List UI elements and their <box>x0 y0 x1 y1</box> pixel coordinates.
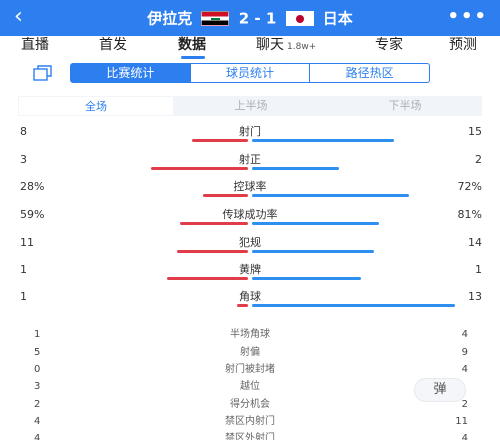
stat-name: 得分机会 <box>230 399 270 410</box>
stat-name: 犯规 <box>239 236 261 249</box>
stats-subtabs: 比赛统计 球员统计 路径热区 <box>70 63 430 83</box>
chevron-left-icon[interactable]: ‹ <box>14 4 23 29</box>
away-bar <box>252 139 394 142</box>
stat-name: 半场角球 <box>230 329 270 340</box>
away-value: 11 <box>455 416 468 427</box>
subtab-match-stats[interactable]: 比赛统计 <box>71 64 191 82</box>
away-value: 4 <box>461 433 468 440</box>
home-value: 0 <box>34 364 41 375</box>
stat-name: 角球 <box>239 290 261 303</box>
main-tabs: 直播 首发 数据 聊天 1.8w+ 专家 预测 <box>0 36 500 59</box>
away-team-name: 日本 <box>322 9 353 28</box>
match-header: ‹ 伊拉克 2 - 1 日本 ••• <box>0 0 500 36</box>
period-first-half[interactable]: 上半场 <box>234 99 268 112</box>
stat-row: 11 犯规 14 <box>0 236 500 262</box>
stat-row: 1 角球 13 <box>0 290 500 316</box>
stat-name: 射偏 <box>240 347 260 358</box>
home-value: 4 <box>34 433 41 440</box>
away-bar <box>252 222 379 225</box>
away-value: 9 <box>461 347 468 358</box>
home-value: 3 <box>20 153 27 166</box>
simple-stat-row: 2 得分机会 2 <box>0 397 500 413</box>
tab-predict[interactable]: 预测 <box>449 37 477 53</box>
home-bar <box>203 194 248 197</box>
stat-name: 禁区内射门 <box>225 416 275 427</box>
away-value: 15 <box>468 125 482 138</box>
chat-count-badge: 1.8w+ <box>287 42 317 52</box>
stat-name: 控球率 <box>233 180 267 193</box>
active-tab-indicator <box>181 56 205 59</box>
stat-name: 射门 <box>239 125 261 138</box>
away-value: 81% <box>457 208 482 221</box>
away-bar <box>252 250 374 253</box>
subtab-heatmap[interactable]: 路径热区 <box>345 66 394 80</box>
period-full[interactable]: 全场 <box>19 97 173 115</box>
stat-name: 越位 <box>240 381 260 392</box>
away-value: 14 <box>468 236 482 249</box>
stat-row: 59% 传球成功率 81% <box>0 208 500 234</box>
period-second-half[interactable]: 下半场 <box>388 99 422 112</box>
away-bar <box>252 277 361 280</box>
home-value: 59% <box>20 208 45 221</box>
simple-stat-row: 0 射门被封堵 4 <box>0 362 500 378</box>
tab-chat[interactable]: 聊天 1.8w+ <box>256 37 317 53</box>
tab-experts[interactable]: 专家 <box>375 37 403 53</box>
stat-name: 传球成功率 <box>222 208 278 221</box>
tab-live[interactable]: 直播 <box>21 37 49 53</box>
more-icon[interactable]: ••• <box>447 6 488 27</box>
stat-row: 1 黄牌 1 <box>0 263 500 289</box>
tab-data[interactable]: 数据 <box>178 37 206 53</box>
home-value: 11 <box>20 236 34 249</box>
away-bar <box>252 194 409 197</box>
home-bar <box>167 277 248 280</box>
home-team-name: 伊拉克 <box>147 9 193 28</box>
subtab-player-stats[interactable]: 球员统计 <box>191 64 311 82</box>
score: 2 - 1 <box>238 9 277 28</box>
home-value: 1 <box>34 329 41 340</box>
period-tabs: 全场 上半场 下半场 <box>18 96 482 116</box>
simple-stat-row: 5 射偏 9 <box>0 345 500 361</box>
away-value: 13 <box>468 290 482 303</box>
home-bar <box>177 250 248 253</box>
stat-row: 8 射门 15 <box>0 125 500 151</box>
home-bar <box>237 304 248 307</box>
stat-name: 禁区外射门 <box>225 433 275 440</box>
simple-stat-row: 1 半场角球 4 <box>0 327 500 343</box>
stat-name: 黄牌 <box>239 263 261 276</box>
tab-lineup[interactable]: 首发 <box>99 37 127 53</box>
away-bar <box>252 167 339 170</box>
stat-name: 射正 <box>239 153 261 166</box>
away-value: 1 <box>475 263 482 276</box>
stat-name: 射门被封堵 <box>225 364 275 375</box>
scoreline: 伊拉克 2 - 1 日本 <box>0 8 500 29</box>
away-value: 2 <box>475 153 482 166</box>
japan-flag-icon <box>285 11 314 26</box>
danmaku-button[interactable]: 弹 <box>414 378 466 402</box>
home-value: 3 <box>34 381 41 392</box>
away-value: 4 <box>461 329 468 340</box>
away-value: 4 <box>461 364 468 375</box>
stat-row: 28% 控球率 72% <box>0 180 500 206</box>
home-value: 2 <box>34 399 41 410</box>
home-value: 1 <box>20 263 27 276</box>
home-value: 5 <box>34 347 41 358</box>
away-bar <box>252 304 455 307</box>
home-value: 28% <box>20 180 45 193</box>
simple-stat-row: 3 越位 <box>0 379 500 395</box>
away-value: 2 <box>461 399 468 410</box>
home-value: 1 <box>20 290 27 303</box>
simple-stat-row: 4 禁区内射门 11 <box>0 414 500 430</box>
simple-stat-row: 4 禁区外射门 4 <box>0 431 500 440</box>
away-value: 72% <box>457 180 482 193</box>
iraq-flag-icon <box>201 11 230 26</box>
home-bar <box>180 222 248 225</box>
home-value: 8 <box>20 125 27 138</box>
home-bar <box>192 139 248 142</box>
stat-row: 3 射正 2 <box>0 153 500 179</box>
home-bar <box>151 167 248 170</box>
home-value: 4 <box>34 416 41 427</box>
document-icon[interactable] <box>33 64 53 82</box>
